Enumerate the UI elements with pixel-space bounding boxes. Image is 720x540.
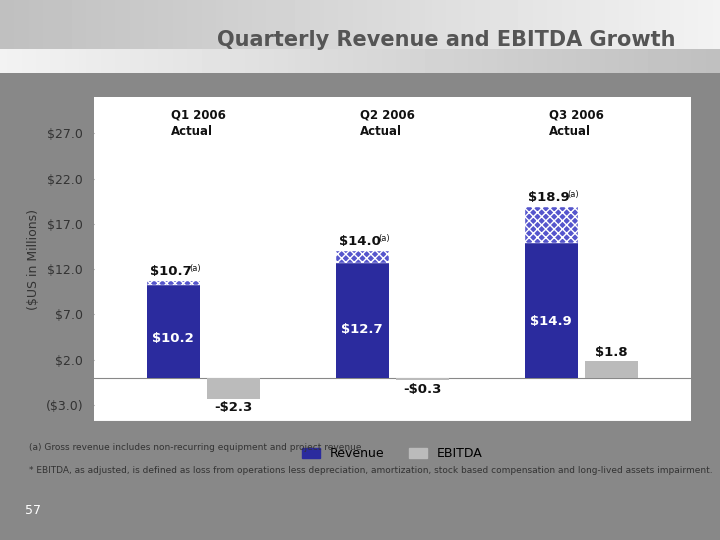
Legend: Revenue, EBITDA: Revenue, EBITDA xyxy=(297,442,487,465)
Bar xyxy=(336,263,389,378)
Text: $10.2: $10.2 xyxy=(152,333,194,346)
Text: * EBITDA, as adjusted, is defined as loss from operations less depreciation, amo: * EBITDA, as adjusted, is defined as los… xyxy=(29,466,712,475)
Bar xyxy=(336,251,389,263)
Text: $14.0: $14.0 xyxy=(339,235,381,248)
Text: Q2 2006
Actual: Q2 2006 Actual xyxy=(360,108,415,138)
Bar xyxy=(585,361,638,378)
Text: 57: 57 xyxy=(25,504,41,517)
Text: (a): (a) xyxy=(378,234,390,243)
Bar xyxy=(147,281,199,286)
Bar xyxy=(525,207,577,243)
Bar xyxy=(396,378,449,381)
Text: (a) Gross revenue includes non-recurring equipment and project revenue: (a) Gross revenue includes non-recurring… xyxy=(29,443,361,452)
Y-axis label: ($US in Millions): ($US in Millions) xyxy=(27,208,40,310)
Text: $14.9: $14.9 xyxy=(531,315,572,328)
Text: (a): (a) xyxy=(189,264,201,273)
Text: -$0.3: -$0.3 xyxy=(403,383,442,396)
Text: $10.7: $10.7 xyxy=(150,265,192,278)
Text: $12.7: $12.7 xyxy=(341,323,383,336)
Text: Quarterly Revenue and EBITDA Growth: Quarterly Revenue and EBITDA Growth xyxy=(217,30,675,50)
Text: -$2.3: -$2.3 xyxy=(215,401,253,414)
Bar xyxy=(147,286,199,378)
Text: Q1 2006
Actual: Q1 2006 Actual xyxy=(171,108,226,138)
Bar xyxy=(525,243,577,378)
Bar xyxy=(207,378,260,399)
Text: $18.9: $18.9 xyxy=(528,191,570,204)
Text: Q3 2006
Actual: Q3 2006 Actual xyxy=(549,108,604,138)
Text: $1.8: $1.8 xyxy=(595,346,628,359)
Text: (a): (a) xyxy=(567,190,579,199)
